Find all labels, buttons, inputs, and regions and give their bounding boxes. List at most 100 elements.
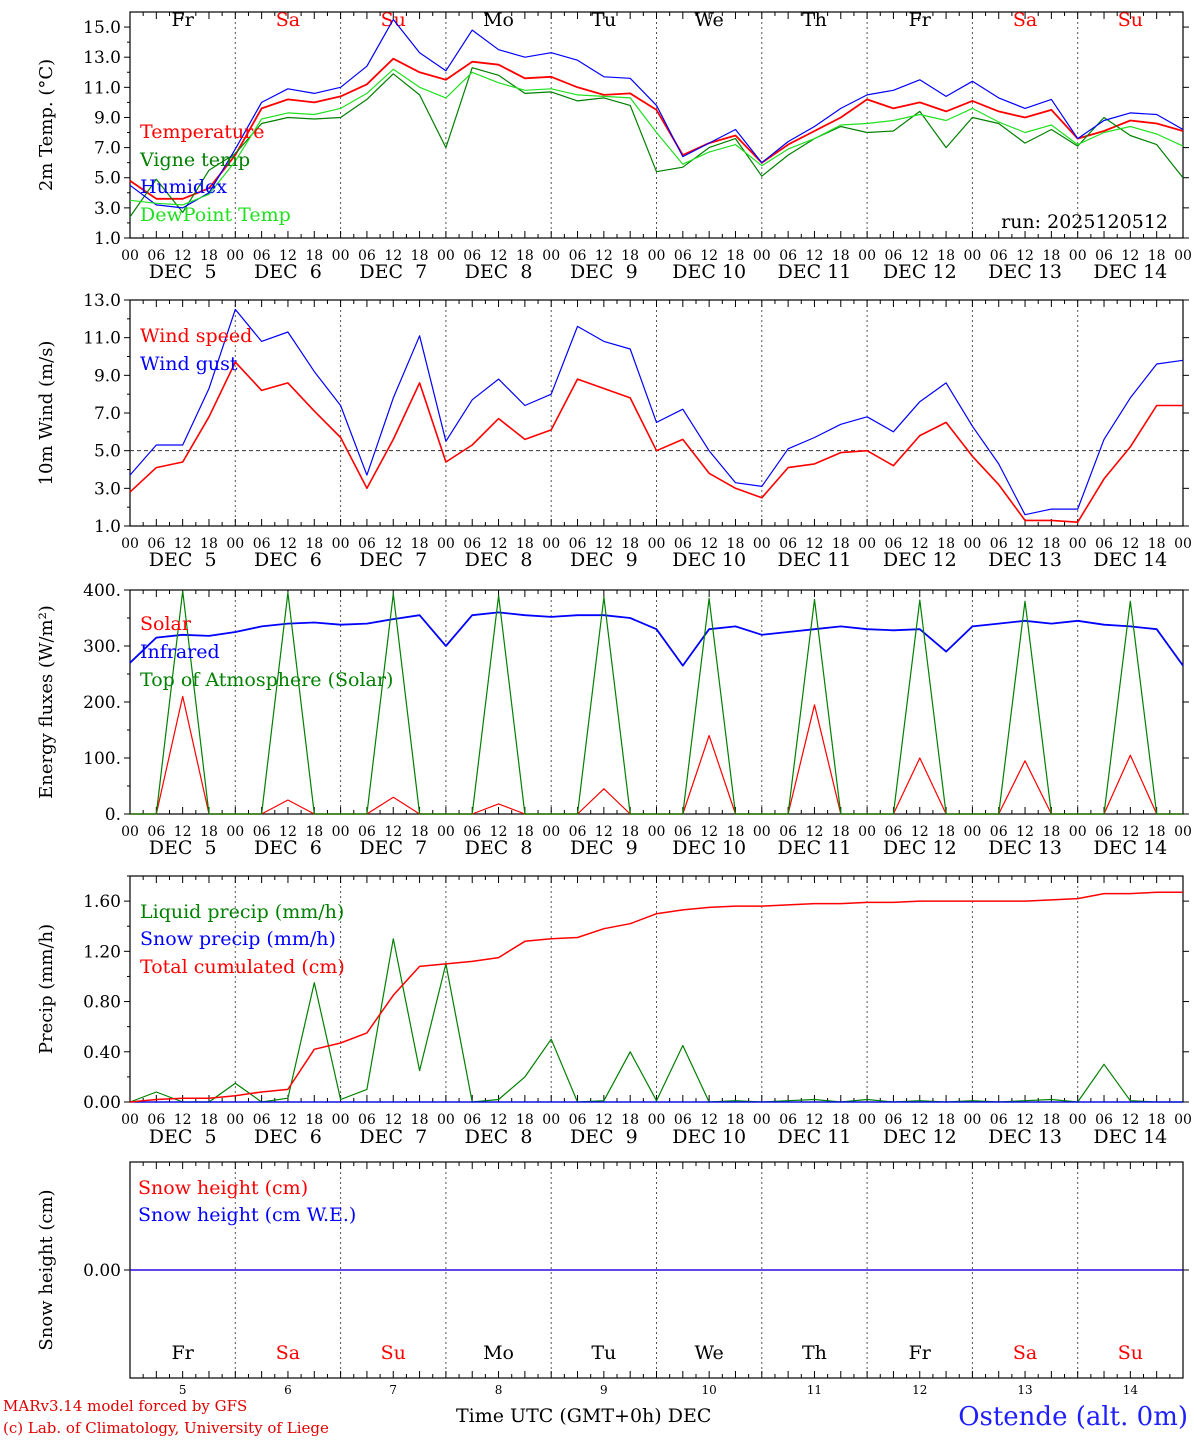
- station-name: Ostende (alt. 0m): [958, 1402, 1188, 1432]
- x-hour-label: 12: [1016, 1112, 1034, 1128]
- x-hour-label: 18: [305, 1112, 323, 1128]
- x-date-label: DEC 5: [149, 261, 217, 283]
- plot-frame: [129, 299, 1184, 527]
- x-hour-label: 12: [806, 824, 824, 840]
- x-hour-label: 00: [648, 824, 666, 840]
- x-hour-label: 12: [490, 536, 508, 552]
- x-hour-label: 00: [963, 824, 981, 840]
- x-hour-label: 00: [437, 824, 455, 840]
- x-date-label: DEC 14: [1093, 1126, 1167, 1148]
- x-hour-label: 12: [595, 536, 613, 552]
- legend-entry: Snow height (cm): [138, 1177, 308, 1199]
- x-hour-label: 06: [358, 1112, 376, 1128]
- x-hour-label: 00: [542, 824, 560, 840]
- y-tick-label: 9.0: [94, 108, 121, 128]
- x-hour-label: 00: [121, 536, 139, 552]
- x-hour-label: 18: [516, 1112, 534, 1128]
- y-tick-label: 7.0: [94, 404, 121, 424]
- series-line-humidex: [129, 18, 1184, 209]
- x-date-label: DEC 14: [1093, 261, 1167, 283]
- x-hour-label: 12: [911, 536, 929, 552]
- x-hour-label: 06: [253, 248, 271, 264]
- x-hour-label: 00: [753, 1112, 771, 1128]
- y-tick-label: 13.0: [83, 48, 121, 68]
- x-date-label: DEC 12: [883, 837, 957, 859]
- x-hour-label: 18: [832, 1112, 850, 1128]
- x-hour-label: 18: [200, 536, 218, 552]
- x-hour-label: 12: [384, 1112, 402, 1128]
- day-name-label: Tu: [591, 1342, 616, 1364]
- x-hour-label: 18: [727, 1112, 745, 1128]
- x-hour-label: 18: [937, 824, 955, 840]
- x-hour-label: 00: [226, 824, 244, 840]
- y-axis-label: 2m Temp. (°C): [36, 59, 57, 191]
- day-number-label: 10: [702, 1383, 717, 1397]
- x-hour-label: 12: [279, 1112, 297, 1128]
- x-hour-label: 06: [147, 824, 165, 840]
- x-hour-label: 06: [569, 536, 587, 552]
- x-hour-label: 06: [1095, 824, 1113, 840]
- day-name-label: We: [695, 1342, 724, 1364]
- x-hour-label: 18: [1042, 248, 1060, 264]
- day-name-label: We: [695, 9, 724, 31]
- x-hour-label: 06: [990, 248, 1008, 264]
- x-hour-label: 06: [779, 1112, 797, 1128]
- legend-entry: Snow height (cm W.E.): [138, 1204, 356, 1226]
- x-hour-label: 00: [1174, 824, 1192, 840]
- x-date-label: DEC 13: [988, 261, 1062, 283]
- y-tick-label: 0.00: [83, 1093, 121, 1113]
- x-hour-label: 06: [358, 536, 376, 552]
- x-hour-label: 18: [832, 536, 850, 552]
- x-date-label: DEC 11: [778, 1126, 852, 1148]
- x-hour-label: 12: [1016, 536, 1034, 552]
- x-date-label: DEC 5: [149, 837, 217, 859]
- x-date-label: DEC 5: [149, 549, 217, 571]
- x-hour-label: 06: [147, 248, 165, 264]
- x-hour-label: 00: [858, 1112, 876, 1128]
- x-hour-label: 00: [858, 824, 876, 840]
- x-hour-label: 12: [174, 536, 192, 552]
- legend-entry: Snow precip (mm/h): [140, 928, 336, 950]
- x-hour-label: 00: [121, 1112, 139, 1128]
- x-hour-label: 12: [806, 536, 824, 552]
- x-hour-label: 12: [384, 248, 402, 264]
- x-hour-label: 06: [1095, 536, 1113, 552]
- x-hour-label: 06: [885, 1112, 903, 1128]
- x-hour-label: 06: [253, 824, 271, 840]
- x-hour-label: 18: [200, 248, 218, 264]
- x-hour-label: 18: [621, 1112, 639, 1128]
- x-date-label: DEC 14: [1093, 549, 1167, 571]
- legend-entry: Humidex: [140, 176, 227, 198]
- x-hour-label: 18: [305, 248, 323, 264]
- x-hour-label: 12: [174, 824, 192, 840]
- day-number-label: 5: [179, 1383, 187, 1397]
- x-hour-label: 06: [990, 824, 1008, 840]
- x-hour-label: 06: [358, 824, 376, 840]
- x-hour-label: 12: [279, 824, 297, 840]
- x-hour-label: 06: [674, 536, 692, 552]
- x-hour-label: 18: [411, 824, 429, 840]
- legend-entry: Liquid precip (mm/h): [140, 901, 344, 923]
- x-hour-label: 18: [305, 824, 323, 840]
- day-name-label: Su: [381, 1342, 406, 1364]
- x-hour-label: 06: [779, 536, 797, 552]
- x-hour-label: 06: [674, 824, 692, 840]
- x-hour-label: 06: [885, 824, 903, 840]
- x-date-label: DEC 10: [672, 1126, 746, 1148]
- x-hour-label: 12: [1016, 248, 1034, 264]
- x-hour-label: 06: [779, 248, 797, 264]
- x-date-label: DEC 7: [359, 837, 427, 859]
- y-tick-label: 1.60: [83, 892, 121, 912]
- x-hour-label: 00: [437, 1112, 455, 1128]
- x-hour-label: 06: [569, 1112, 587, 1128]
- x-date-label: DEC 8: [465, 549, 533, 571]
- x-hour-label: 06: [885, 536, 903, 552]
- x-hour-label: 12: [490, 824, 508, 840]
- x-hour-label: 00: [1069, 1112, 1087, 1128]
- x-date-label: DEC 12: [883, 261, 957, 283]
- legend-entry: DewPoint Temp: [140, 204, 291, 226]
- x-date-label: DEC 8: [465, 1126, 533, 1148]
- x-hour-label: 18: [937, 1112, 955, 1128]
- legend-entry: Vigne temp: [139, 149, 250, 171]
- x-date-label: DEC 13: [988, 837, 1062, 859]
